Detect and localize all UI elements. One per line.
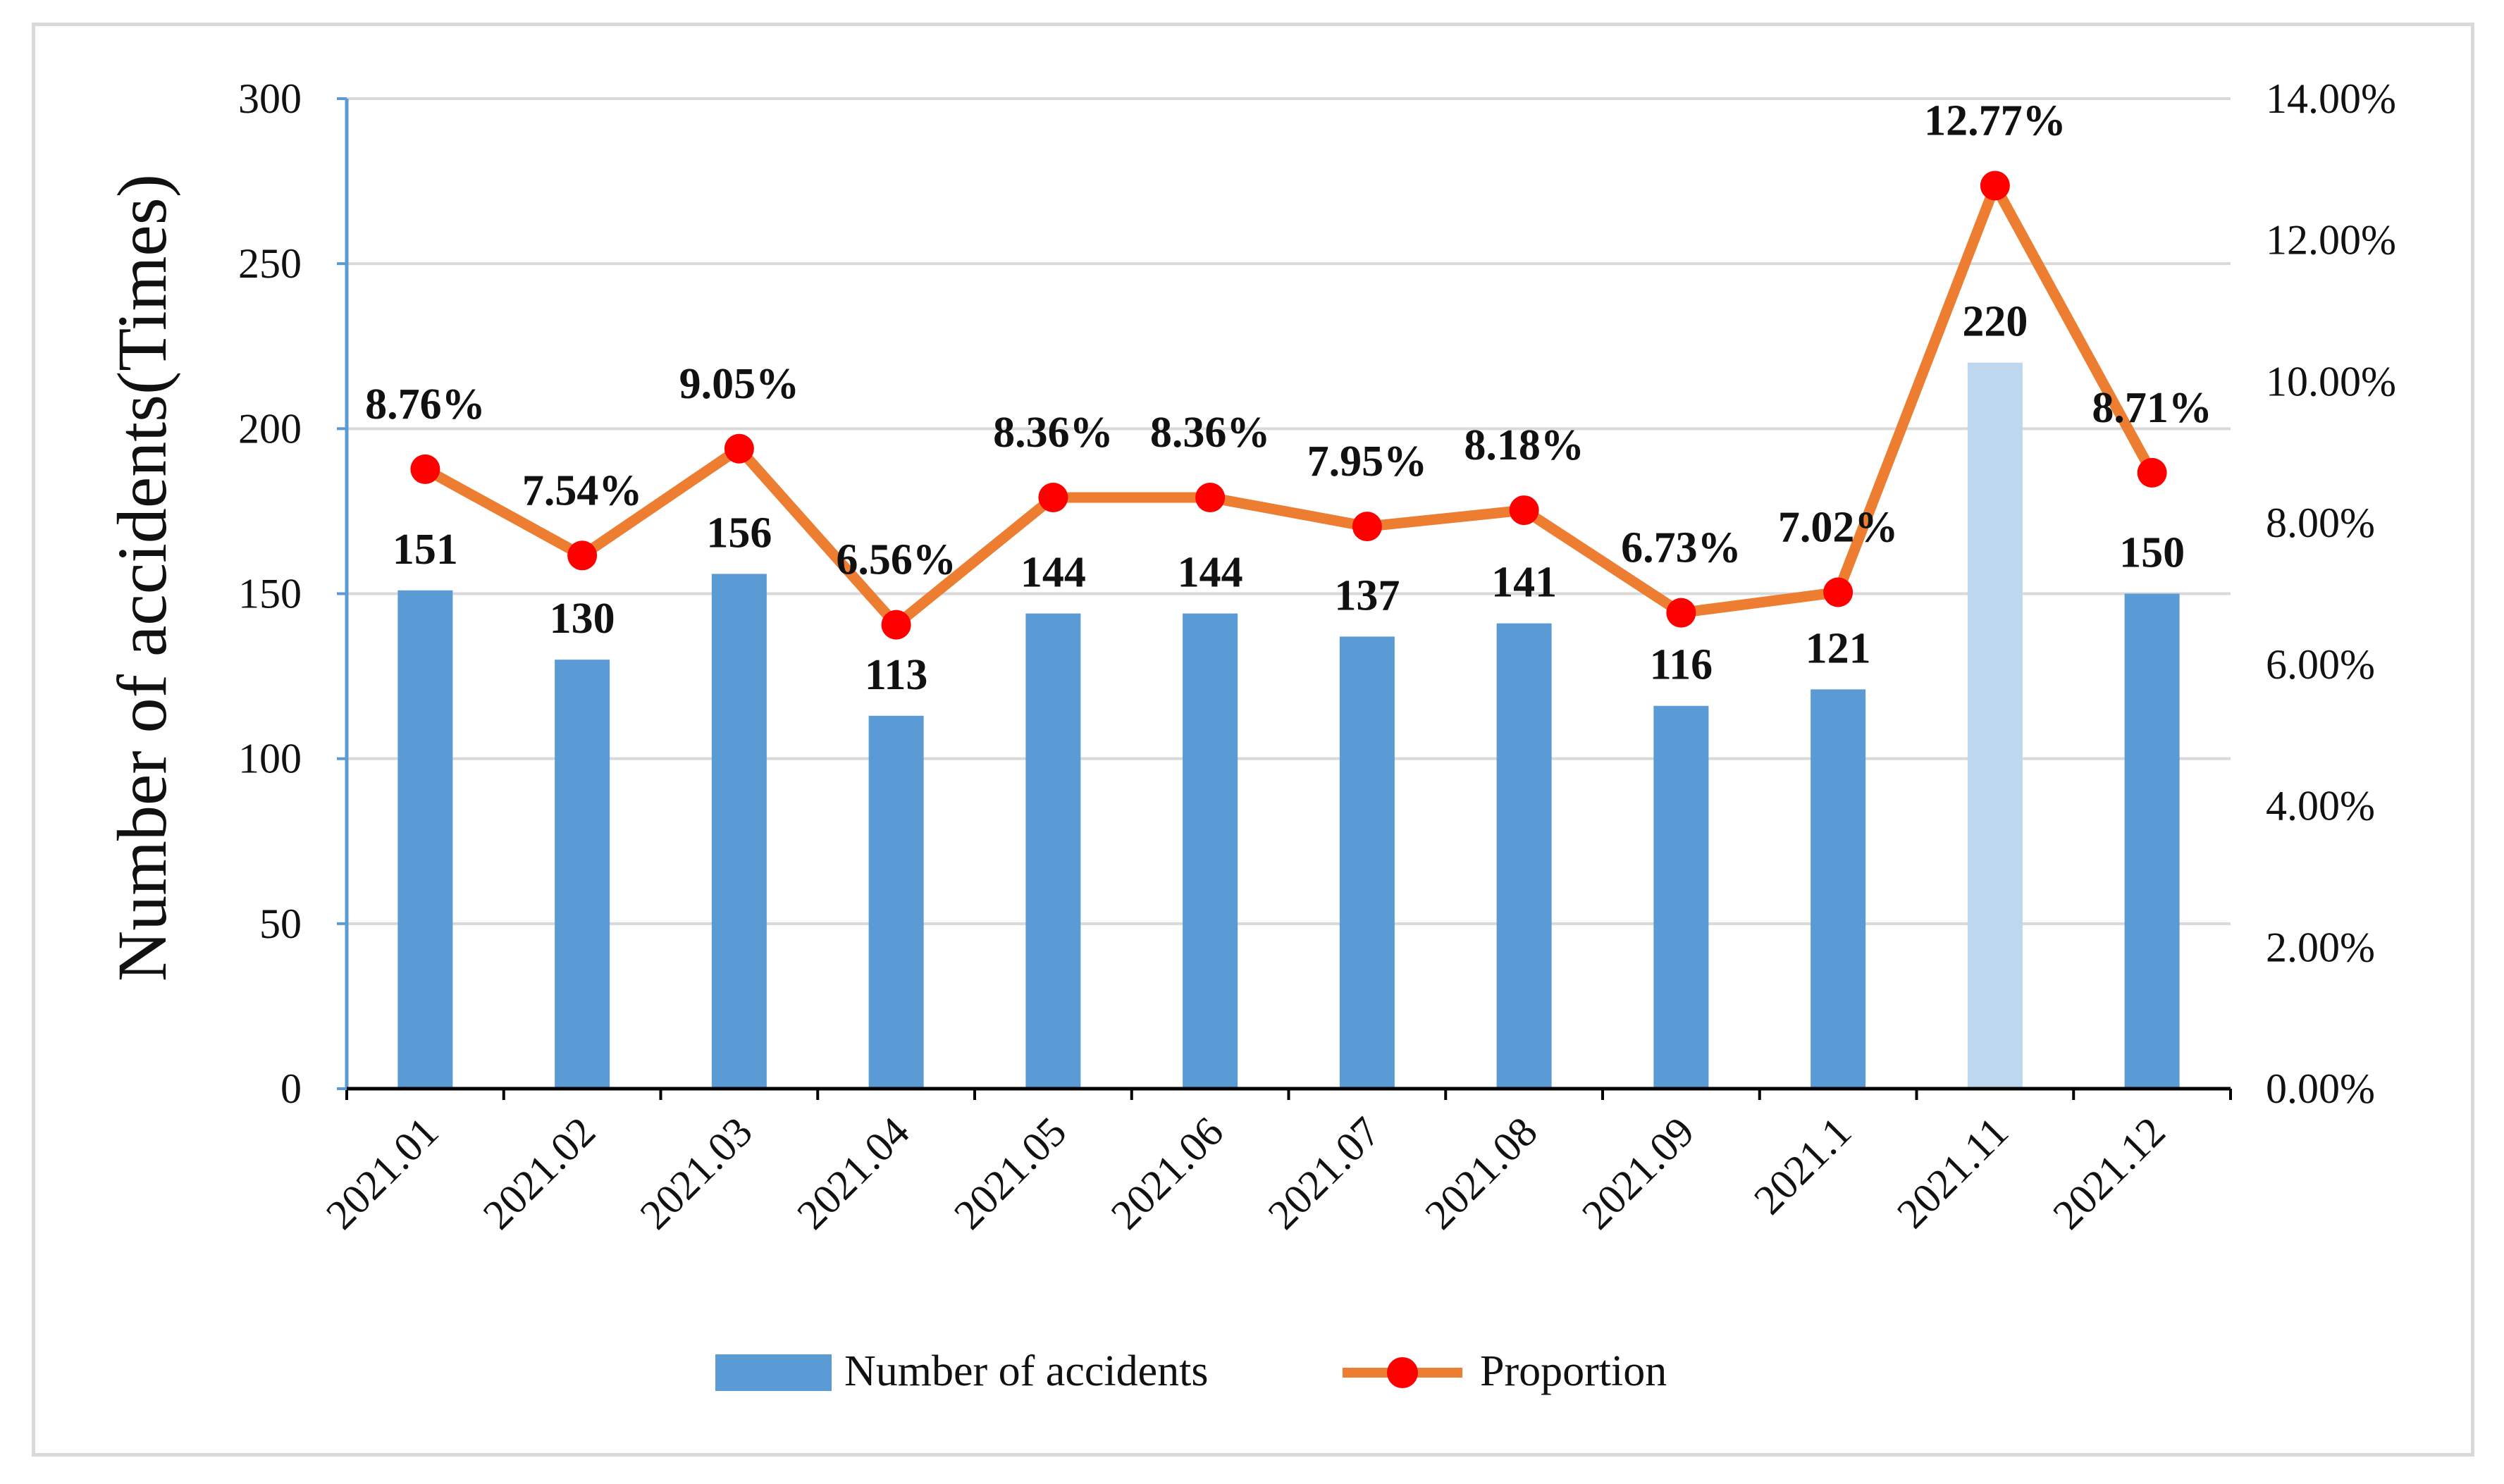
- bar-value-label: 220: [1962, 298, 2028, 346]
- left-tick-label: 0: [280, 1065, 302, 1112]
- bar-value-label: 113: [865, 651, 928, 699]
- bar-value-label: 144: [1020, 549, 1086, 597]
- proportion-value-label: 9.05%: [679, 360, 800, 408]
- x-tick-label: 2021.07: [1259, 1108, 1390, 1239]
- x-tick-label: 2021.05: [945, 1108, 1075, 1239]
- right-tick-label: 12.00%: [2266, 217, 2396, 264]
- proportion-value-label: 8.36%: [993, 409, 1114, 457]
- proportion-marker: [1823, 577, 1854, 607]
- x-tick-label: 2021.01: [317, 1108, 448, 1239]
- bar: [1811, 689, 1866, 1089]
- proportion-line: [410, 171, 2167, 640]
- x-tick-label: 2021.02: [474, 1108, 605, 1239]
- proportion-marker: [1666, 598, 1696, 628]
- proportion-marker: [1195, 483, 1226, 513]
- bar-value-label: 141: [1491, 559, 1557, 607]
- legend-bar-label: Number of accidents: [844, 1347, 1208, 1395]
- x-tick-label: 2021.09: [1573, 1108, 1703, 1239]
- proportion-marker: [881, 610, 911, 640]
- gridlines: [347, 97, 2231, 925]
- proportion-value-label: 8.71%: [2092, 384, 2212, 432]
- right-tick-label: 10.00%: [2266, 358, 2396, 404]
- bar-value-label: 121: [1806, 624, 1871, 672]
- proportion-marker: [567, 540, 598, 571]
- proportion-value-label: 7.54%: [522, 466, 643, 514]
- bar: [2124, 593, 2180, 1089]
- x-tick-label: 2021.06: [1102, 1108, 1233, 1239]
- left-axis-ticks: 0 50 100 150 200 250 300: [238, 75, 347, 1112]
- x-tick-label: 2021.04: [788, 1108, 918, 1239]
- proportion-value-label: 6.56%: [836, 536, 956, 584]
- x-tick-label: 2021.03: [631, 1108, 762, 1239]
- bar-value-label: 137: [1334, 571, 1400, 619]
- right-tick-label: 2.00%: [2266, 924, 2375, 970]
- left-tick-label: 300: [238, 75, 302, 122]
- bar: [1653, 705, 1709, 1089]
- legend-line-label: Proportion: [1480, 1347, 1667, 1395]
- y-axis-title: Number of accidents(Times): [103, 174, 181, 982]
- x-tick-label: 2021.12: [2044, 1108, 2174, 1239]
- x-tick-label: 2021.11: [1888, 1108, 2017, 1237]
- right-tick-label: 4.00%: [2266, 783, 2375, 829]
- bar-value-label: 151: [393, 526, 458, 574]
- left-tick-label: 50: [259, 901, 302, 947]
- bar-value-label: 156: [706, 509, 772, 557]
- proportion-value-label: 12.77%: [1924, 97, 2066, 144]
- proportion-value-label: 6.73%: [1621, 524, 1741, 572]
- bars: [397, 362, 2180, 1089]
- left-tick-label: 150: [238, 571, 302, 617]
- proportion-value-label: 8.18%: [1464, 421, 1584, 469]
- bar: [1496, 623, 1552, 1089]
- legend-bar-swatch: [715, 1354, 832, 1391]
- right-tick-label: 6.00%: [2266, 641, 2375, 688]
- bar-value-label: 144: [1178, 549, 1243, 597]
- proportion-value-label: 8.76%: [365, 381, 486, 428]
- proportion-marker: [724, 433, 754, 464]
- legend-line-marker: [1387, 1357, 1418, 1388]
- bar-value-label: 116: [1650, 641, 1713, 689]
- right-tick-label: 14.00%: [2266, 75, 2396, 122]
- proportion-marker: [2137, 457, 2167, 488]
- proportion-value-label: 7.95%: [1307, 438, 1428, 486]
- right-tick-label: 0.00%: [2266, 1065, 2375, 1112]
- legend: Number of accidents Proportion: [715, 1347, 1667, 1395]
- proportion-marker: [1038, 483, 1068, 513]
- bar: [1025, 613, 1081, 1089]
- left-tick-label: 250: [238, 240, 302, 287]
- x-tick-label: 2021.1: [1745, 1108, 1860, 1223]
- proportion-marker: [1980, 171, 2010, 201]
- proportion-marker: [410, 454, 440, 484]
- bar: [1339, 636, 1395, 1089]
- right-tick-label: 8.00%: [2266, 500, 2375, 546]
- axes: [345, 99, 2232, 1100]
- bar: [1967, 362, 2023, 1089]
- proportion-value-label: 8.36%: [1150, 409, 1271, 457]
- right-axis-ticks: 0.00% 2.00% 4.00% 6.00% 8.00% 10.00% 12.00% 14.…: [2266, 75, 2396, 1112]
- bar: [397, 590, 453, 1089]
- proportion-polyline: [422, 180, 2157, 631]
- bar: [711, 574, 767, 1089]
- bar-value-label: 150: [2119, 529, 2185, 577]
- data-labels: 151 130 156 113 144 144 137 141 116 121 220 150 8.76…: [365, 97, 2212, 698]
- proportion-marker: [1509, 495, 1539, 526]
- left-tick-label: 100: [238, 736, 302, 782]
- proportion-marker: [1352, 512, 1382, 542]
- bar: [555, 660, 610, 1089]
- bar: [1183, 613, 1238, 1089]
- bar: [868, 715, 924, 1089]
- bar-value-label: 130: [550, 595, 615, 643]
- x-tick-label: 2021.08: [1416, 1108, 1546, 1239]
- x-axis-ticks: 2021.01 2021.02 2021.03 2021.04 2021.05 2021.…: [317, 1108, 2174, 1239]
- left-tick-label: 200: [238, 405, 302, 452]
- proportion-value-label: 7.02%: [1778, 503, 1899, 551]
